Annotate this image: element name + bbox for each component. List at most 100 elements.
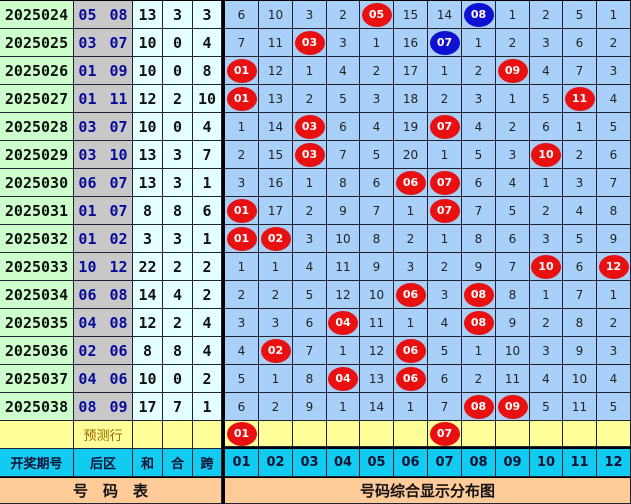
sum-cell: 12: [133, 309, 163, 337]
miss-count-cell-text: 6: [339, 119, 347, 134]
miss-count-cell-text: 3: [406, 259, 415, 274]
header-he-text: 合: [170, 457, 184, 472]
back-zone-cell-text: 06 08: [78, 285, 128, 304]
red-ball-marker: 06: [395, 338, 426, 363]
miss-count-cell: 1: [259, 365, 293, 393]
red-ball-marker: 01: [226, 226, 257, 251]
back-zone-cell: 06 08: [74, 281, 133, 309]
miss-count-cell-text: 1: [508, 91, 517, 106]
header-number-text: 08: [469, 455, 488, 470]
back-zone-cell-text: 01 07: [78, 201, 128, 220]
sum-cell: 13: [133, 169, 163, 197]
period-cell: 2025036: [0, 337, 74, 365]
span-cell: 10: [193, 85, 222, 113]
he-cell: 3: [163, 1, 193, 29]
miss-count-cell-text: 4: [372, 119, 381, 134]
header-number-text: 10: [536, 455, 556, 470]
he-cell: 0: [163, 57, 193, 85]
miss-count-cell-text: 4: [339, 63, 347, 78]
miss-count-cell-text: 2: [406, 231, 415, 246]
miss-count-cell: 16: [394, 29, 428, 57]
hit-cell: 11: [563, 85, 597, 113]
red-ball-marker: 02: [260, 338, 291, 363]
prediction-empty-cell: [163, 421, 193, 449]
red-ball-marker: 03: [294, 114, 325, 139]
miss-count-cell: 4: [293, 253, 327, 281]
miss-count-cell: 3: [530, 29, 563, 57]
red-ball-marker: 07: [429, 114, 460, 139]
red-ball-marker: 07: [429, 170, 460, 195]
red-ball-marker: 10: [531, 254, 561, 279]
sum-cell: 22: [133, 253, 163, 281]
miss-count-cell: 9: [563, 337, 597, 365]
header-number-text: 12: [604, 455, 623, 470]
miss-count-cell-text: 7: [372, 203, 381, 218]
back-zone-cell: 05 08: [74, 1, 133, 29]
miss-count-cell-text: 5: [575, 231, 584, 246]
prediction-cell: [394, 421, 428, 447]
miss-count-cell-text: 1: [609, 287, 618, 302]
miss-count-cell: 17: [259, 197, 293, 225]
miss-count-cell-text: 14: [436, 7, 453, 22]
miss-count-cell: 1: [496, 85, 530, 113]
miss-count-cell-text: 2: [237, 147, 246, 162]
miss-count-cell-text: 3: [542, 343, 550, 358]
miss-count-cell-text: 4: [575, 203, 584, 218]
span-cell: 4: [193, 309, 222, 337]
span-cell-text: 4: [202, 33, 212, 52]
miss-count-cell: 2: [428, 253, 462, 281]
hit-cell: 10: [530, 253, 563, 281]
miss-count-cell-text: 3: [575, 175, 584, 190]
miss-count-cell-text: 1: [406, 203, 415, 218]
miss-count-cell: 12: [327, 281, 360, 309]
hit-cell: 12: [597, 253, 631, 281]
miss-count-cell-text: 16: [267, 175, 284, 190]
miss-count-cell-text: 5: [372, 147, 381, 162]
he-cell-text: 4: [172, 285, 183, 304]
miss-count-cell-text: 6: [474, 175, 483, 190]
miss-count-cell: 5: [293, 281, 327, 309]
miss-count-cell: 1: [462, 29, 496, 57]
he-cell: 8: [163, 197, 193, 225]
miss-count-cell: 6: [327, 113, 360, 141]
sum-cell: 14: [133, 281, 163, 309]
sum-cell-text: 13: [138, 5, 157, 24]
miss-count-cell: 4: [530, 57, 563, 85]
miss-count-cell: 2: [496, 29, 530, 57]
period-cell: 2025033: [0, 253, 74, 281]
miss-count-cell: 1: [225, 113, 259, 141]
span-cell: 2: [193, 253, 222, 281]
miss-count-cell: 3: [293, 1, 327, 29]
red-ball-marker: 06: [395, 366, 426, 391]
he-cell-text: 3: [172, 5, 183, 24]
miss-count-cell-text: 3: [609, 63, 618, 78]
miss-count-cell-text: 1: [339, 343, 347, 358]
span-cell: 4: [193, 113, 222, 141]
miss-count-cell-text: 13: [267, 91, 284, 106]
he-cell-text: 2: [172, 313, 183, 332]
miss-count-cell-text: 3: [542, 35, 550, 50]
span-cell: 1: [193, 393, 222, 421]
red-ball-marker: 07: [429, 421, 460, 446]
miss-count-cell-text: 9: [609, 231, 618, 246]
header-number: 03: [293, 449, 327, 477]
he-cell: 8: [163, 337, 193, 365]
red-ball-marker: 06: [395, 282, 426, 307]
miss-count-cell: 8: [597, 197, 631, 225]
prediction-cell: [293, 421, 327, 447]
miss-count-cell-text: 5: [474, 147, 483, 162]
hit-cell: 07: [428, 113, 462, 141]
red-ball-marker: 04: [328, 366, 358, 391]
miss-count-cell: 2: [530, 1, 563, 29]
back-zone-cell-text: 03 10: [78, 145, 128, 164]
hit-cell: 07: [428, 29, 462, 57]
miss-count-cell: 1: [428, 141, 462, 169]
prediction-cell: [563, 421, 597, 447]
span-cell: 2: [193, 365, 222, 393]
miss-count-cell: 2: [462, 365, 496, 393]
hit-cell: 07: [428, 169, 462, 197]
span-cell-text: 1: [202, 397, 212, 416]
red-ball-marker: 09: [497, 394, 528, 419]
back-zone-cell: 04 06: [74, 365, 133, 393]
miss-count-cell: 4: [428, 309, 462, 337]
